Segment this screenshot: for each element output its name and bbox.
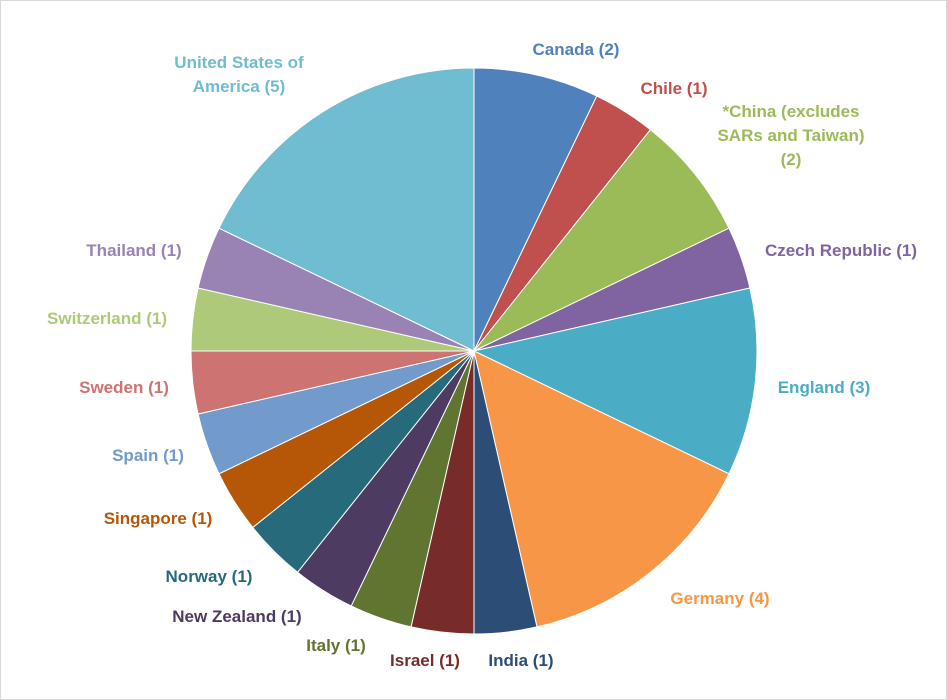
slice-label: Czech Republic (1)	[765, 241, 917, 260]
slice-label: Sweden (1)	[79, 378, 169, 397]
slice-label: *China (excludes SARs and Taiwan) (2)	[717, 102, 864, 169]
slice-label: United States of America (5)	[174, 53, 304, 96]
pie-slice	[218, 67, 475, 352]
slice-label: Thailand (1)	[86, 241, 181, 260]
slice-label: Israel (1)	[390, 651, 460, 670]
pie-slice	[473, 67, 598, 352]
slice-label: Chile (1)	[640, 79, 707, 98]
slice-label: Norway (1)	[166, 567, 253, 586]
slice-label: New Zealand (1)	[172, 607, 301, 626]
pie-slice	[472, 287, 758, 475]
slice-label: India (1)	[488, 651, 553, 670]
slice-label: Switzerland (1)	[47, 309, 167, 328]
slice-label: Spain (1)	[112, 446, 184, 465]
pie-slice	[473, 129, 730, 352]
slice-label: Canada (2)	[533, 40, 620, 59]
slice-label: Italy (1)	[306, 636, 366, 655]
slice-label: Singapore (1)	[104, 509, 213, 528]
pie-slice	[473, 350, 730, 628]
slice-label: Germany (4)	[670, 589, 769, 608]
slice-label: England (3)	[778, 378, 871, 397]
